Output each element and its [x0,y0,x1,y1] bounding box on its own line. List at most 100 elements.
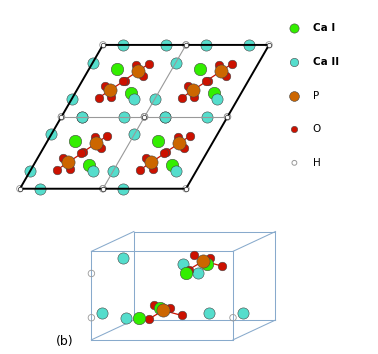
Point [114,66,120,72]
Point [140,73,146,79]
Point [98,145,104,151]
Point [131,132,137,137]
Point [204,114,210,120]
Point [146,61,152,67]
Point [88,315,94,321]
Point [151,302,157,307]
Point [183,186,189,192]
Point [183,270,189,276]
Point [86,162,92,167]
Point [190,87,196,93]
Point [133,62,139,68]
Point [166,305,172,310]
Point [206,310,212,316]
Point [59,114,65,120]
Point [59,114,65,120]
Point [141,114,147,120]
Point [131,96,137,102]
Point [79,114,85,120]
Point [176,141,182,146]
Text: O: O [313,124,321,134]
Point [200,258,206,264]
Text: P: P [313,91,319,101]
Text: Ca I: Ca I [313,23,335,33]
Point [135,69,141,74]
Point [37,186,43,192]
Point [120,78,126,84]
Point [93,141,99,146]
Point [197,66,203,72]
Point [141,114,147,120]
Point [161,150,167,156]
Point [183,186,189,192]
Point [266,42,272,48]
Point [136,315,142,321]
Point [120,42,126,48]
Point [206,256,212,261]
Point [163,42,169,48]
Point [173,168,179,174]
Point [240,310,246,316]
Point [121,256,127,261]
Point [141,114,147,120]
Point [141,114,147,120]
Point [246,42,252,48]
Point [163,150,169,155]
Point [78,150,84,156]
Point [157,305,163,311]
Point [179,313,185,318]
Text: H: H [313,158,320,168]
Point [67,166,73,172]
Point [191,94,197,100]
Point [225,114,231,120]
Point [150,166,156,172]
Point [68,96,74,102]
Point [91,134,98,139]
Point [27,168,33,174]
Point [48,132,54,137]
Point [108,94,114,100]
Text: (b): (b) [56,335,73,348]
Point [54,167,60,172]
Point [59,114,65,120]
Point [80,150,86,155]
Point [123,315,129,321]
Point [137,167,143,172]
Point [128,90,134,96]
Point [100,42,106,48]
Point [148,159,154,165]
Point [120,186,126,192]
Point [155,138,161,144]
Point [183,42,189,48]
Point [104,133,110,139]
Point [203,78,209,84]
Point [79,114,85,120]
Point [191,252,197,258]
Point [107,87,113,93]
Point [175,134,181,139]
Point [17,186,23,192]
Point [214,96,220,102]
Point [173,60,179,65]
Point [211,90,217,96]
Point [100,186,106,192]
Point [65,159,71,165]
Point [160,308,166,313]
Point [141,114,147,120]
Point [99,310,105,316]
Point [266,42,272,48]
Point [186,267,192,273]
Point [184,83,191,88]
Point [181,145,187,151]
Point [203,42,209,48]
Point [121,78,127,84]
Point [183,42,189,48]
Point [219,263,225,269]
Point [100,186,106,192]
Point [229,61,235,67]
Point [230,315,236,321]
Point [169,162,175,167]
Text: Ca II: Ca II [313,57,339,67]
Point [195,270,201,276]
Point [204,261,210,266]
